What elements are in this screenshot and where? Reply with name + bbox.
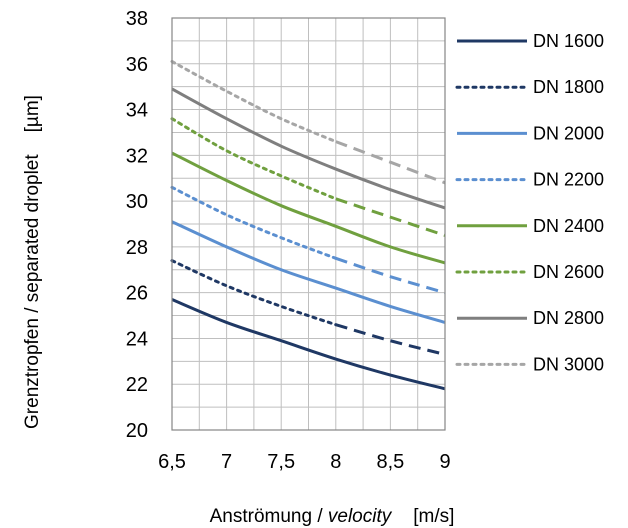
x-tick-label: 9 — [439, 451, 450, 473]
y-tick-label: 20 — [126, 420, 148, 442]
x-tick-label: 7 — [221, 451, 232, 473]
legend-label-dn-3000: DN 3000 — [533, 354, 604, 374]
legend-label-dn-1800: DN 1800 — [533, 77, 604, 97]
series-extrapolation-dn-1800 — [335, 323, 446, 356]
legend-label-dn-2400: DN 2400 — [533, 216, 604, 236]
plot-frame — [171, 17, 446, 431]
series-line-dn-1800 — [170, 259, 338, 327]
y-tick-label: 38 — [126, 8, 148, 30]
x-tick-label: 8,5 — [376, 451, 404, 473]
x-tick-label: 8 — [330, 451, 341, 473]
series-line-dn-2200 — [170, 185, 338, 260]
legend-label-dn-1600: DN 1600 — [533, 31, 604, 51]
x-axis-label-text: Anströmung / — [210, 506, 328, 527]
grid — [172, 18, 445, 430]
y-tick-label: 28 — [126, 237, 148, 259]
y-tick-label: 22 — [126, 374, 148, 396]
x-axis-unit: [m/s] — [413, 506, 454, 527]
y-tick-label: 32 — [126, 145, 148, 167]
series-extrapolation-dn-3000 — [335, 140, 446, 185]
x-tick-label: 6,5 — [158, 451, 186, 473]
y-axis-label-text: Grenztropfen / separated droplet — [22, 154, 43, 429]
x-tick-label: 7,5 — [267, 451, 295, 473]
series-line-dn-2400 — [171, 151, 446, 265]
ticks: 20 22 24 26 28 30 32 34 36 38 6,5 7 7,5 8 8,5 9 — [126, 8, 451, 473]
legend-label-dn-2000: DN 2000 — [533, 123, 604, 143]
legend-label-dn-2800: DN 2800 — [533, 308, 604, 328]
y-tick-label: 36 — [126, 54, 148, 76]
series-line-dn-3000 — [170, 59, 338, 144]
x-axis-label: Anströmung / velocity [m/s] — [210, 506, 455, 527]
legend-label-dn-2600: DN 2600 — [533, 262, 604, 282]
series-line-dn-2800 — [171, 87, 446, 210]
legend-label-dn-2200: DN 2200 — [533, 170, 604, 190]
series-line-dn-1600 — [171, 298, 446, 391]
series-extrapolation-dn-2600 — [335, 197, 446, 237]
y-tick-label: 26 — [126, 283, 148, 305]
legend: DN 1600 DN 1800 DN 2000 DN 2200 DN 2400 DN 26… — [455, 31, 604, 374]
series-layer — [170, 59, 446, 391]
series-extrapolation-dn-2200 — [335, 256, 446, 295]
y-axis-unit: [µm] — [22, 95, 43, 132]
series-line-dn-2000 — [171, 220, 446, 324]
x-axis-label-italic: velocity — [328, 506, 393, 527]
y-tick-label: 30 — [126, 191, 148, 213]
y-tick-label: 24 — [126, 328, 148, 350]
y-tick-label: 34 — [126, 100, 148, 122]
series-line-dn-2600 — [170, 117, 338, 201]
y-axis-label: Grenztropfen / separated droplet [µm] — [22, 95, 43, 429]
